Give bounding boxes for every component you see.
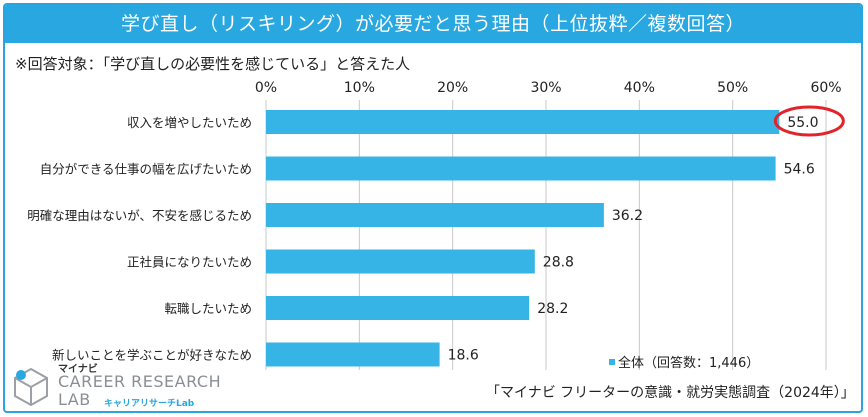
chart-title: 学び直し（リスキリング）が必要だと思う理由（上位抜粋／複数回答） xyxy=(5,5,861,43)
data-label: 55.0 xyxy=(787,115,818,131)
x-tick-label: 50% xyxy=(717,80,748,96)
highlight-ellipse xyxy=(773,105,845,137)
category-label: 自分ができる仕事の幅を広げたいため xyxy=(40,162,252,177)
category-label: 正社員になりたいため xyxy=(127,255,252,270)
x-tick-label: 40% xyxy=(624,80,655,96)
logo-kana: マイナビ xyxy=(58,364,98,375)
logo-name-line2: LAB xyxy=(58,390,91,409)
logo-subtitle: キャリアリサーチLab xyxy=(104,399,195,409)
bar xyxy=(266,296,530,320)
data-label: 28.8 xyxy=(543,255,574,271)
logo-name-line1: CAREER RESEARCH xyxy=(58,372,222,391)
chart-frame: 学び直し（リスキリング）が必要だと思う理由（上位抜粋／複数回答） ※回答対象：「… xyxy=(3,3,863,413)
logo: マイナビ CAREER RESEARCH LAB キャリアリサーチLab xyxy=(12,362,221,412)
x-tick-label: 20% xyxy=(437,80,468,96)
category-label: 転職したいため xyxy=(164,301,252,316)
legend-label: 全体（回答数：1,446） xyxy=(618,356,760,371)
legend: 全体（回答数：1,446） xyxy=(609,352,759,371)
category-label: 明確な理由はないが、不安を感じるため xyxy=(27,208,252,223)
data-label: 18.6 xyxy=(448,348,479,364)
bar xyxy=(266,249,535,274)
legend-swatch xyxy=(609,358,615,365)
data-label: 54.6 xyxy=(784,162,815,178)
data-label: 36.2 xyxy=(612,208,643,224)
bar xyxy=(266,203,604,227)
category-label: 新しいことを学ぶことが好きなため xyxy=(52,348,252,363)
category-label: 収入を増やしたいため xyxy=(127,115,252,130)
bar xyxy=(266,342,440,367)
x-tick-label: 30% xyxy=(530,80,561,96)
source-note: 「マイナビ フリーターの意識・就労実態調査（2024年）」 xyxy=(486,385,855,401)
data-label: 28.2 xyxy=(537,301,568,317)
x-tick-label: 60% xyxy=(810,80,841,96)
chart-subtitle: ※回答対象：「学び直しの必要性を感じている」と答えた人 xyxy=(15,55,411,73)
cube-logo-icon xyxy=(14,367,48,406)
x-tick-label: 10% xyxy=(344,80,375,96)
bar xyxy=(266,110,780,134)
x-tick-label: 0% xyxy=(255,80,277,96)
bar xyxy=(266,156,776,181)
